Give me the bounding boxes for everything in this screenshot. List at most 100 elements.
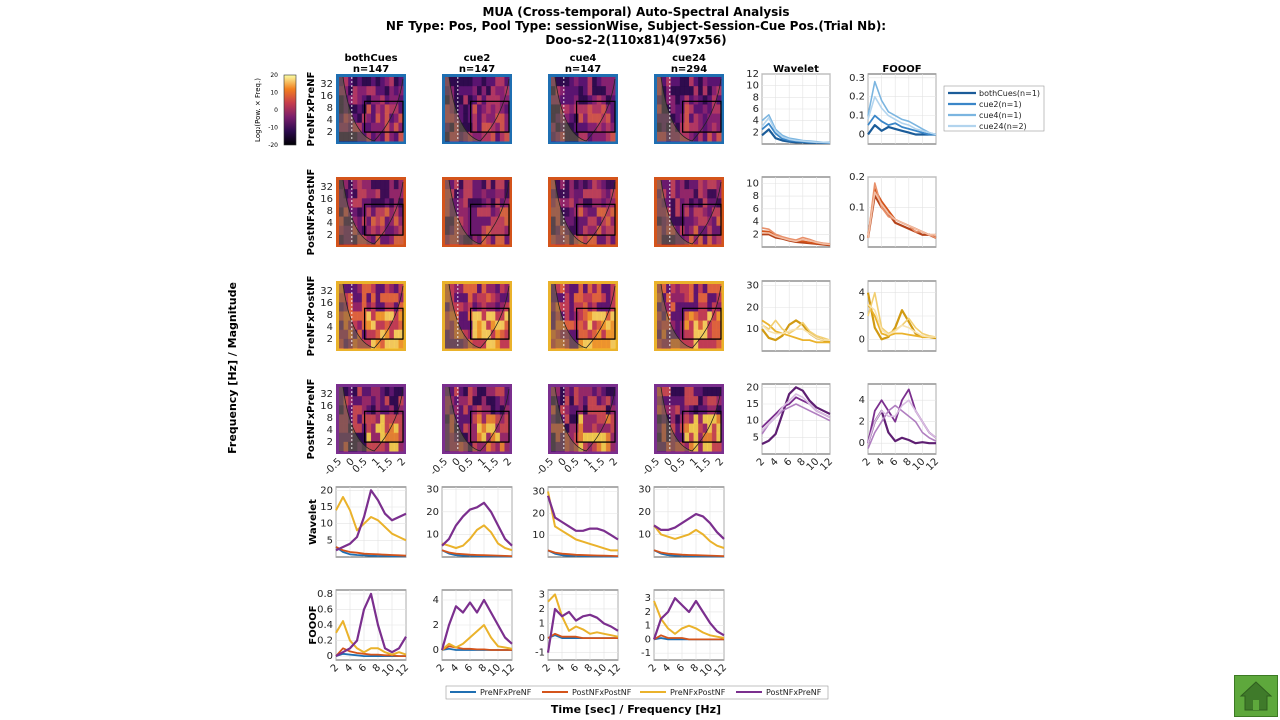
spectrogram-cell (375, 320, 381, 331)
spectrogram-cell (384, 86, 390, 96)
spectrogram-cell (481, 414, 487, 425)
spectrogram-cell (601, 86, 607, 96)
condition-legend-postnfxpostnf: PostNFxPostNF (572, 688, 632, 697)
spectrogram-cell (670, 77, 676, 87)
spectrogram-cell (495, 414, 501, 425)
spectrogram-cell (670, 423, 676, 434)
spectrogram-cell (587, 104, 593, 115)
spectrogram-cell (689, 198, 695, 208)
series-line-postnfxprenf (440, 598, 513, 651)
spectrogram-cell (371, 302, 377, 312)
spectrogram-cell (504, 387, 510, 397)
spectrogram-cell (711, 423, 717, 434)
spectrogram-cell (481, 216, 487, 227)
spectrogram-cell (352, 414, 358, 425)
spectrogram-cell (610, 387, 616, 397)
spectrogram-cell (679, 234, 685, 245)
spectrogram-cell (352, 86, 358, 96)
spectrogram-xtick: 2 (502, 456, 514, 468)
spectrogram-cell (716, 423, 722, 434)
spectrogram-cell (693, 311, 699, 322)
spectrogram-cell (445, 86, 451, 96)
spectrogram-cell (578, 387, 584, 397)
spectrogram-cell (578, 329, 584, 340)
spectrogram-cell (657, 198, 663, 208)
fooof-panel-prenfxprenf: 00.10.20.3 (849, 73, 937, 145)
spectrogram-cell (499, 284, 505, 294)
series-line-postnfxpostnf (547, 632, 618, 639)
spectrogram-cell (675, 329, 681, 340)
spectrogram-cell (343, 113, 349, 124)
spectrogram-cell (352, 225, 358, 236)
spectrogram-cell (587, 293, 593, 303)
spectrogram-cell (666, 302, 672, 312)
spectrogram-cell (555, 338, 561, 349)
spectrogram-cell (587, 207, 593, 218)
spectrogram-cell (472, 131, 478, 142)
spectrogram-cell (490, 387, 496, 397)
spectrogram-cell (601, 338, 607, 349)
spectrogram-cell (371, 311, 377, 322)
spectrogram-cell (495, 329, 501, 340)
spectrogram-cell (587, 405, 593, 415)
spectrogram-cell (481, 113, 487, 124)
spectrogram-cell (666, 423, 672, 434)
spectrogram-cell (661, 104, 667, 115)
spectrogram-cell (389, 113, 395, 124)
spectrogram-cell (569, 293, 575, 303)
row-label-prenfxprenf: PreNFxPreNF (306, 72, 317, 147)
spectrogram-cell (366, 86, 372, 96)
spectrogram-cell (601, 293, 607, 303)
cone-of-influence-line (342, 179, 404, 245)
spectrogram-cell (472, 405, 478, 415)
spectrogram-ytick-32: 32 (320, 79, 333, 90)
spectrogram-cell (661, 189, 667, 199)
spectrogram-cell (472, 77, 478, 87)
spectrogram-cell (504, 180, 510, 190)
spectrogram-cell (477, 302, 483, 312)
spectrogram-cell (357, 86, 363, 96)
spectrogram-cell (384, 387, 390, 397)
spectrogram-cell (578, 320, 584, 331)
spectrogram-cell (716, 414, 722, 425)
spectrogram-cell (499, 441, 505, 452)
spectrogram-cell (445, 329, 451, 340)
spectrogram-cell (569, 225, 575, 236)
spectrogram-cell (693, 86, 699, 96)
spectrogram-cell (679, 77, 685, 87)
spectrogram-cell (486, 405, 492, 415)
spectrogram-cell (679, 131, 685, 142)
spectrogram-cell (499, 104, 505, 115)
ytick-0.1: 0.1 (849, 202, 865, 213)
spectrogram-cell (596, 329, 602, 340)
spectrogram-cell (707, 423, 713, 434)
spectrogram-cell (689, 302, 695, 312)
spectrogram-cell (657, 95, 663, 105)
spectrogram-cell (380, 293, 386, 303)
spectrogram-cell (499, 95, 505, 105)
spectrogram-cell (573, 180, 579, 190)
spectrogram-cell (707, 180, 713, 190)
spectrogram-cell (445, 131, 451, 142)
spectrogram-cell (551, 234, 557, 245)
spectrogram-cell (490, 225, 496, 236)
spectrogram-cell (661, 423, 667, 434)
spectrogram-cell (398, 320, 404, 331)
spectrogram-cell (339, 225, 345, 236)
home-button[interactable] (1234, 675, 1278, 717)
spectrogram-cell (583, 86, 589, 96)
spectrogram-cell (711, 311, 717, 322)
spectrogram-cell (375, 432, 381, 443)
spectrogram-cell (573, 86, 579, 96)
spectrogram-cell (495, 311, 501, 322)
spectrogram-cell (352, 113, 358, 124)
spectrogram-cell (458, 320, 464, 331)
spectrogram-cell (661, 311, 667, 322)
spectrogram-cell (555, 432, 561, 443)
spectrogram-cell (569, 122, 575, 133)
spectrogram-cell (357, 432, 363, 443)
ytick-1: 1 (645, 621, 651, 632)
xtick-12: 12 (818, 456, 835, 473)
spectrogram-cell (583, 432, 589, 443)
